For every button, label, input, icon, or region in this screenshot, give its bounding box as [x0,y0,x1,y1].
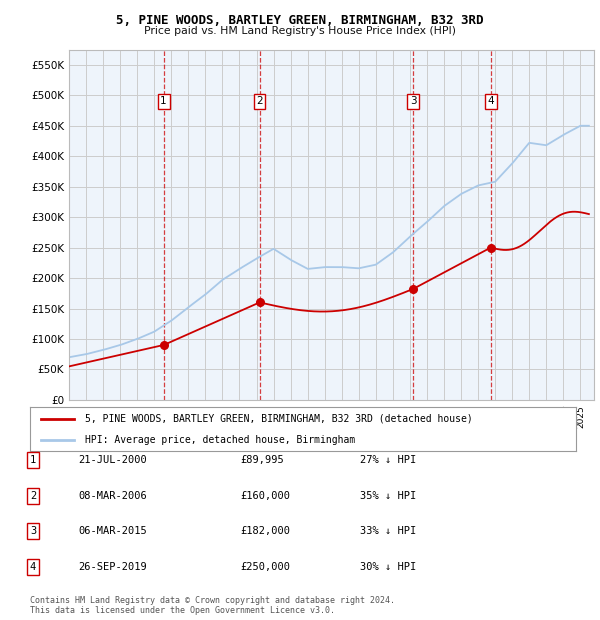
Text: 27% ↓ HPI: 27% ↓ HPI [360,455,416,465]
Text: Contains HM Land Registry data © Crown copyright and database right 2024.
This d: Contains HM Land Registry data © Crown c… [30,596,395,615]
Text: 4: 4 [30,562,36,572]
Text: 2: 2 [256,96,263,107]
Text: 5, PINE WOODS, BARTLEY GREEN, BIRMINGHAM, B32 3RD (detached house): 5, PINE WOODS, BARTLEY GREEN, BIRMINGHAM… [85,414,472,424]
Text: 3: 3 [410,96,416,107]
Text: 2: 2 [30,491,36,501]
Text: £89,995: £89,995 [240,455,284,465]
Text: 21-JUL-2000: 21-JUL-2000 [78,455,147,465]
Text: 1: 1 [30,455,36,465]
Text: 4: 4 [487,96,494,107]
Text: 33% ↓ HPI: 33% ↓ HPI [360,526,416,536]
Text: £182,000: £182,000 [240,526,290,536]
Text: 26-SEP-2019: 26-SEP-2019 [78,562,147,572]
Text: HPI: Average price, detached house, Birmingham: HPI: Average price, detached house, Birm… [85,435,355,445]
Text: Price paid vs. HM Land Registry's House Price Index (HPI): Price paid vs. HM Land Registry's House … [144,26,456,36]
Text: 08-MAR-2006: 08-MAR-2006 [78,491,147,501]
Text: 30% ↓ HPI: 30% ↓ HPI [360,562,416,572]
Text: 35% ↓ HPI: 35% ↓ HPI [360,491,416,501]
Text: 1: 1 [160,96,167,107]
Text: 3: 3 [30,526,36,536]
Text: 5, PINE WOODS, BARTLEY GREEN, BIRMINGHAM, B32 3RD: 5, PINE WOODS, BARTLEY GREEN, BIRMINGHAM… [116,14,484,27]
Text: £160,000: £160,000 [240,491,290,501]
Text: £250,000: £250,000 [240,562,290,572]
Text: 06-MAR-2015: 06-MAR-2015 [78,526,147,536]
